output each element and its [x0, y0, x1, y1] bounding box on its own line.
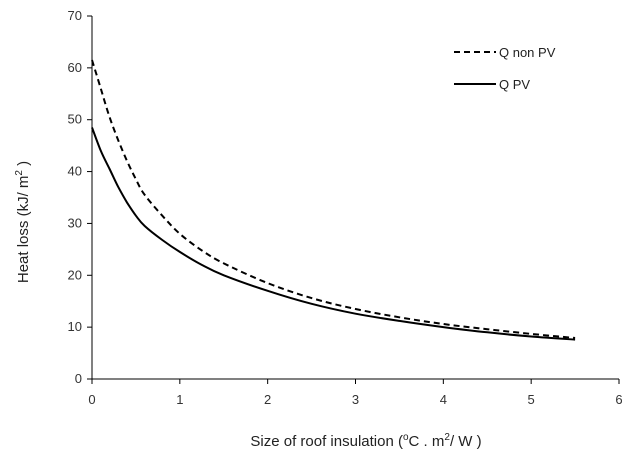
y-tick-label: 70 [68, 8, 82, 23]
y-axis-label: Heat loss (kJ/ m2 ) [14, 161, 32, 283]
x-tick-label: 2 [264, 392, 271, 407]
legend-label: Q PV [499, 77, 530, 92]
y-axis-ticks: 0 10 20 30 40 50 60 70 [68, 8, 92, 386]
x-tick-label: 1 [176, 392, 183, 407]
y-tick-label: 60 [68, 60, 82, 75]
y-tick-label: 40 [68, 164, 82, 179]
series-line-q-pv [91, 127, 576, 341]
legend-label: Q non PV [499, 45, 556, 60]
y-tick-label: 0 [75, 371, 82, 386]
x-tick-label: 6 [615, 392, 622, 407]
y-tick-label: 30 [68, 215, 82, 230]
y-tick-label: 10 [68, 319, 82, 334]
x-tick-label: 0 [88, 392, 95, 407]
x-tick-label: 5 [528, 392, 535, 407]
legend: Q non PV Q PV [454, 45, 556, 92]
x-tick-label: 3 [352, 392, 359, 407]
x-axis-label: Size of roof insulation (oC . m2/ W ) [250, 432, 481, 450]
x-tick-label: 4 [440, 392, 447, 407]
y-tick-label: 20 [68, 267, 82, 282]
series-lines [91, 59, 576, 341]
series-line-q-non-pv [91, 59, 576, 339]
x-axis-ticks: 0 1 2 3 4 5 6 [88, 379, 623, 407]
plot-area: 0 1 2 3 4 5 6 0 10 20 30 40 50 60 70 [68, 8, 623, 407]
y-tick-label: 50 [68, 112, 82, 127]
